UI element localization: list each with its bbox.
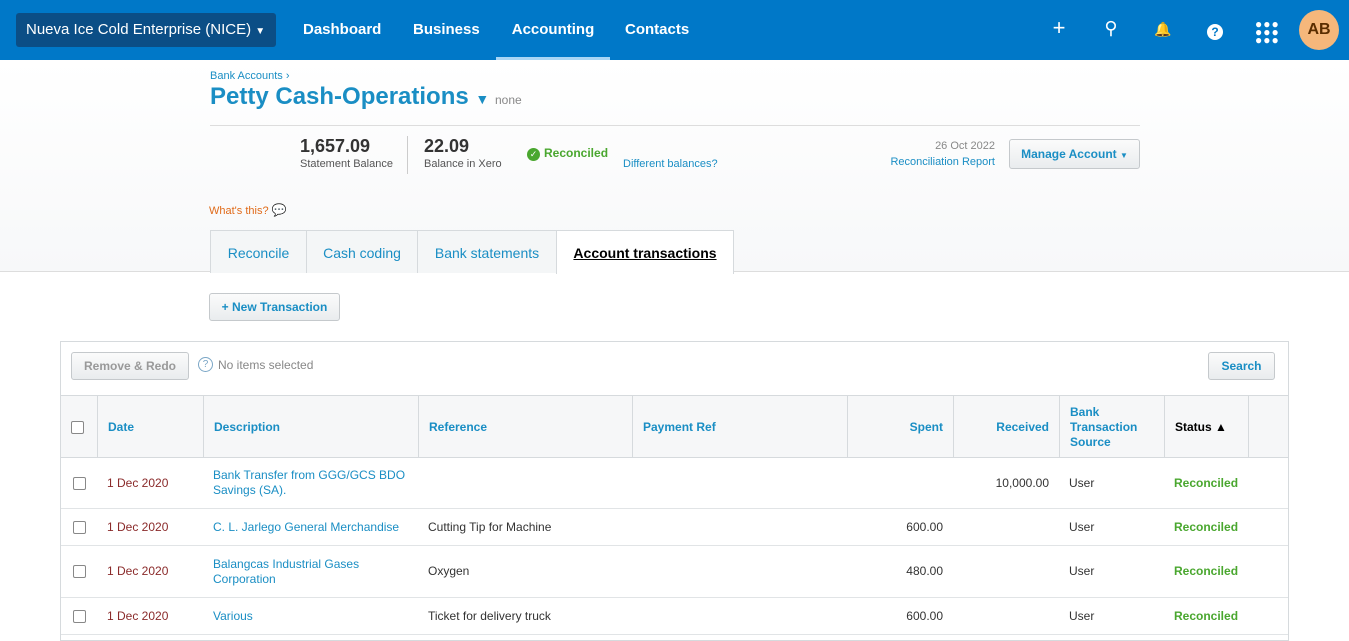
breadcrumb[interactable]: Bank Accounts › [210, 70, 290, 82]
plus-icon[interactable]: + [1052, 15, 1066, 40]
reconciled-status: Reconciled [544, 146, 609, 160]
spent-cell: 600.00 [906, 608, 943, 623]
divider [407, 136, 408, 174]
help-icon: ? [198, 357, 213, 372]
search-button[interactable]: Search [1208, 352, 1275, 380]
reconciliation-date: 26 Oct 2022 [935, 140, 995, 152]
nav-business[interactable]: Business [413, 21, 480, 38]
description-link[interactable]: Balangcas Industrial Gases Corporation [213, 556, 360, 586]
different-balances-link[interactable]: Different balances? [623, 158, 718, 170]
date-cell: 1 Dec 2020 [107, 608, 169, 623]
page-title[interactable]: Petty Cash-Operations ▼ [210, 83, 489, 111]
caret-down-icon: ▼ [475, 91, 490, 107]
column-spent[interactable]: Spent [847, 396, 953, 458]
divider [210, 125, 1140, 126]
manage-account-button[interactable]: Manage Account ▼ [1009, 139, 1140, 169]
reconciliation-report-link[interactable]: Reconciliation Report [890, 156, 995, 168]
status-cell: Reconciled [1174, 564, 1239, 578]
caret-down-icon: ▼ [1120, 151, 1128, 160]
row-checkbox[interactable] [72, 476, 86, 490]
xero-balance: 22.09 [424, 136, 470, 156]
transactions-panel: Remove & Redo ? No items selected Search… [60, 341, 1289, 641]
remove-redo-button[interactable]: Remove & Redo [71, 352, 189, 380]
nav-contacts[interactable]: Contacts [625, 21, 690, 38]
row-checkbox[interactable] [72, 565, 86, 578]
selection-status: No items selected [218, 358, 314, 372]
spent-cell: 480.00 [906, 564, 943, 578]
statement-balance-label: Statement Balance [300, 158, 393, 170]
tab-cash-coding[interactable]: Cash coding [306, 230, 418, 273]
tab-bank-statements[interactable]: Bank statements [417, 230, 557, 273]
received-cell [953, 546, 1059, 597]
received-cell [953, 598, 1059, 634]
spent-cell [847, 458, 953, 508]
account-number: none [495, 93, 522, 107]
payment-ref-cell [632, 458, 847, 508]
row-checkbox[interactable] [72, 520, 86, 534]
table-row[interactable]: 1 Dec 2020 Various Ticket for delivery t… [61, 598, 1288, 635]
reference-cell: Ticket for delivery truck [428, 608, 551, 623]
apps-grid-icon[interactable]: ●●● ●●● ●●● [1255, 17, 1280, 47]
column-received[interactable]: Received [953, 396, 1059, 458]
payment-ref-cell [632, 598, 847, 634]
avatar[interactable]: AB [1299, 10, 1339, 50]
xero-balance-label: Balance in Xero [424, 158, 502, 170]
account-name: Petty Cash-Operations [210, 83, 469, 110]
org-name: Nueva Ice Cold Enterprise (NICE) [26, 21, 252, 38]
new-transaction-button[interactable]: + New Transaction [209, 293, 340, 321]
search-icon[interactable]: ⚲ [1104, 18, 1118, 38]
column-status[interactable]: Status ▲ [1164, 396, 1248, 458]
reference-cell: Cutting Tip for Machine [428, 519, 552, 534]
chevron-down-icon: ▼ [255, 26, 266, 37]
spent-cell: 600.00 [906, 519, 943, 534]
description-link[interactable]: C. L. Jarlego General Merchandise [213, 519, 400, 534]
whats-this-link[interactable]: What's this? 💬 [209, 203, 287, 217]
check-circle-icon: ✓ [527, 148, 540, 161]
organisation-switcher[interactable]: Nueva Ice Cold Enterprise (NICE) ▼ [16, 13, 276, 47]
table-row[interactable]: 1 Dec 2020 Bank Transfer from GGG/GCS BD… [61, 458, 1288, 509]
status-cell: Reconciled [1174, 608, 1239, 623]
nav-accounting[interactable]: Accounting [496, 0, 610, 60]
received-cell [953, 509, 1059, 545]
description-link[interactable]: Bank Transfer from GGG/GCS BDO Savings (… [213, 468, 406, 497]
row-checkbox[interactable] [72, 609, 86, 623]
reference-cell: Oxygen [428, 564, 470, 578]
date-cell: 1 Dec 2020 [107, 475, 169, 490]
tab-reconcile[interactable]: Reconcile [210, 230, 307, 273]
whats-this-label: What's this? [209, 205, 269, 217]
received-cell: 10,000.00 [995, 475, 1049, 490]
tab-account-transactions[interactable]: Account transactions [556, 230, 734, 274]
date-cell: 1 Dec 2020 [107, 519, 169, 534]
column-payment-ref[interactable]: Payment Ref [632, 396, 847, 458]
help-icon[interactable]: ? [1203, 20, 1227, 41]
status-cell: Reconciled [1174, 475, 1239, 490]
date-cell: 1 Dec 2020 [107, 564, 169, 578]
reference-cell [418, 458, 632, 508]
table-header: Date Description Reference Payment Ref S… [61, 395, 1288, 458]
nav-dashboard[interactable]: Dashboard [303, 21, 382, 38]
bell-icon[interactable]: 🔔 [1154, 21, 1172, 37]
column-description[interactable]: Description [203, 396, 418, 458]
column-date[interactable]: Date [97, 396, 203, 458]
top-bar: Nueva Ice Cold Enterprise (NICE) ▼ Dashb… [0, 0, 1349, 60]
column-bank-transaction-source[interactable]: Bank Transaction Source [1059, 396, 1164, 458]
source-cell: User [1069, 475, 1095, 490]
select-all-checkbox[interactable] [71, 420, 84, 434]
source-cell: User [1069, 519, 1095, 534]
payment-ref-cell [632, 546, 847, 597]
speech-bubble-icon: 💬 [271, 203, 287, 217]
manage-account-label: Manage Account [1021, 147, 1117, 161]
source-cell: User [1069, 608, 1095, 623]
table-row[interactable]: 1 Dec 2020 C. L. Jarlego General Merchan… [61, 509, 1288, 546]
description-link[interactable]: Various [213, 608, 253, 623]
payment-ref-cell [632, 509, 847, 545]
column-reference[interactable]: Reference [418, 396, 632, 458]
source-cell: User [1069, 564, 1095, 578]
table-row[interactable]: 1 Dec 2020 Balangcas Industrial Gases Co… [61, 546, 1288, 598]
status-cell: Reconciled [1174, 519, 1239, 534]
statement-balance: 1,657.09 [300, 136, 371, 156]
